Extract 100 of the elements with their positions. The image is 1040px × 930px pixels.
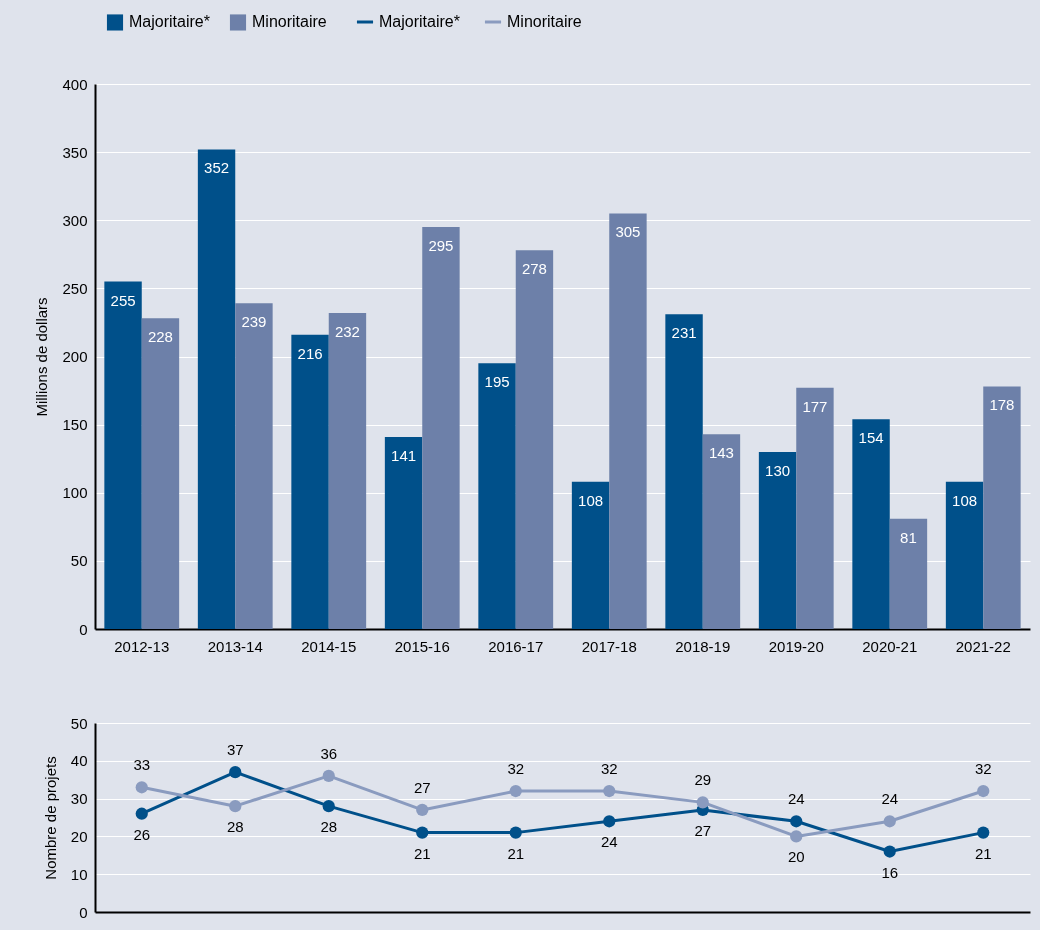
legend-label: Majoritaire* — [379, 13, 460, 30]
bar — [197, 149, 236, 629]
y-tick-label: 350 — [62, 143, 88, 161]
point — [603, 815, 616, 828]
data-label: 27 — [694, 821, 712, 839]
x-tick-label: 2018-19 — [675, 637, 731, 655]
x-tick-label: 2015-16 — [394, 637, 450, 655]
data-label: 16 — [881, 863, 899, 881]
point — [229, 800, 242, 813]
point — [416, 803, 429, 817]
bar — [141, 318, 180, 629]
data-label: 177 — [802, 397, 828, 415]
x-tick-label: 2017-18 — [581, 637, 637, 655]
data-label: 29 — [694, 771, 712, 789]
bar — [945, 481, 984, 629]
point — [229, 766, 242, 779]
data-label: 239 — [241, 313, 267, 331]
y-tick-label: 250 — [62, 279, 88, 297]
bar — [796, 387, 834, 629]
point — [135, 807, 148, 820]
x-tick-label: 2021-22 — [955, 637, 1011, 655]
y-tick-label: 40 — [70, 752, 88, 770]
bar — [609, 213, 647, 629]
point — [977, 826, 990, 839]
bar — [571, 481, 610, 629]
data-label: 195 — [484, 373, 510, 391]
point — [696, 796, 709, 809]
data-label: 305 — [615, 223, 641, 241]
point — [322, 800, 335, 813]
legend-label: Minoritaire — [507, 13, 582, 30]
x-tick-label: 2016-17 — [488, 637, 544, 655]
data-label: 32 — [974, 760, 992, 778]
bar — [983, 386, 1021, 629]
bar — [889, 518, 928, 629]
x-tick-label: 2019-20 — [768, 637, 824, 655]
y-tick-label: 50 — [70, 714, 88, 732]
data-label: 228 — [147, 328, 173, 346]
data-label: 352 — [204, 159, 230, 177]
data-label: 295 — [428, 237, 454, 255]
y-axis-title: Nombre de projets — [41, 756, 59, 880]
data-label: 108 — [578, 491, 604, 509]
y-tick-label: 200 — [62, 348, 88, 365]
point — [977, 784, 990, 798]
data-label: 278 — [521, 260, 547, 278]
bar — [758, 451, 797, 629]
data-label: 108 — [952, 491, 978, 509]
y-tick-label: 20 — [70, 827, 88, 845]
data-label: 81 — [900, 528, 917, 546]
y-tick-label: 0 — [79, 903, 88, 921]
bar — [235, 303, 273, 629]
point — [509, 784, 522, 798]
bar — [422, 227, 460, 629]
bar — [478, 363, 516, 629]
point — [790, 830, 803, 843]
data-label: 178 — [989, 396, 1015, 414]
bar — [328, 312, 367, 629]
bar — [852, 419, 890, 629]
bar — [665, 314, 703, 629]
bar — [384, 436, 423, 629]
data-label: 21 — [507, 844, 525, 862]
y-tick-label: 10 — [70, 865, 88, 883]
data-label: 28 — [226, 818, 244, 836]
data-label: 20 — [787, 848, 805, 866]
bar — [104, 281, 142, 629]
y-tick-label: 0 — [79, 620, 88, 638]
point — [790, 815, 803, 828]
bar — [515, 250, 554, 629]
bar — [291, 334, 329, 629]
data-label: 27 — [413, 778, 431, 796]
y-tick-label: 30 — [70, 790, 88, 808]
x-tick-label: 2012-13 — [114, 637, 170, 655]
y-tick-label: 400 — [62, 75, 88, 93]
y-tick-label: 50 — [70, 552, 88, 570]
data-label: 216 — [297, 344, 323, 362]
data-label: 24 — [881, 790, 899, 808]
legend-label: Minoritaire — [252, 13, 327, 31]
data-label: 33 — [133, 756, 151, 774]
data-label: 26 — [133, 825, 151, 843]
data-label: 37 — [226, 741, 244, 759]
point — [883, 845, 896, 858]
data-label: 231 — [671, 324, 697, 342]
y-tick-label: 150 — [62, 416, 88, 434]
point — [603, 784, 616, 798]
data-label: 255 — [110, 291, 136, 309]
data-label: 21 — [974, 844, 992, 862]
data-label: 232 — [334, 322, 360, 340]
data-label: 32 — [507, 760, 525, 778]
data-label: 32 — [600, 760, 618, 778]
data-label: 141 — [391, 446, 417, 464]
data-label: 36 — [320, 744, 338, 762]
bar — [702, 434, 741, 629]
y-tick-label: 300 — [62, 211, 88, 229]
data-label: 21 — [413, 844, 431, 862]
legend-label: Majoritaire* — [129, 13, 210, 31]
data-label: 24 — [600, 833, 618, 851]
data-label: 130 — [765, 461, 791, 479]
point — [883, 815, 896, 828]
point — [322, 769, 335, 783]
point — [509, 826, 522, 839]
data-label: 24 — [787, 790, 805, 808]
